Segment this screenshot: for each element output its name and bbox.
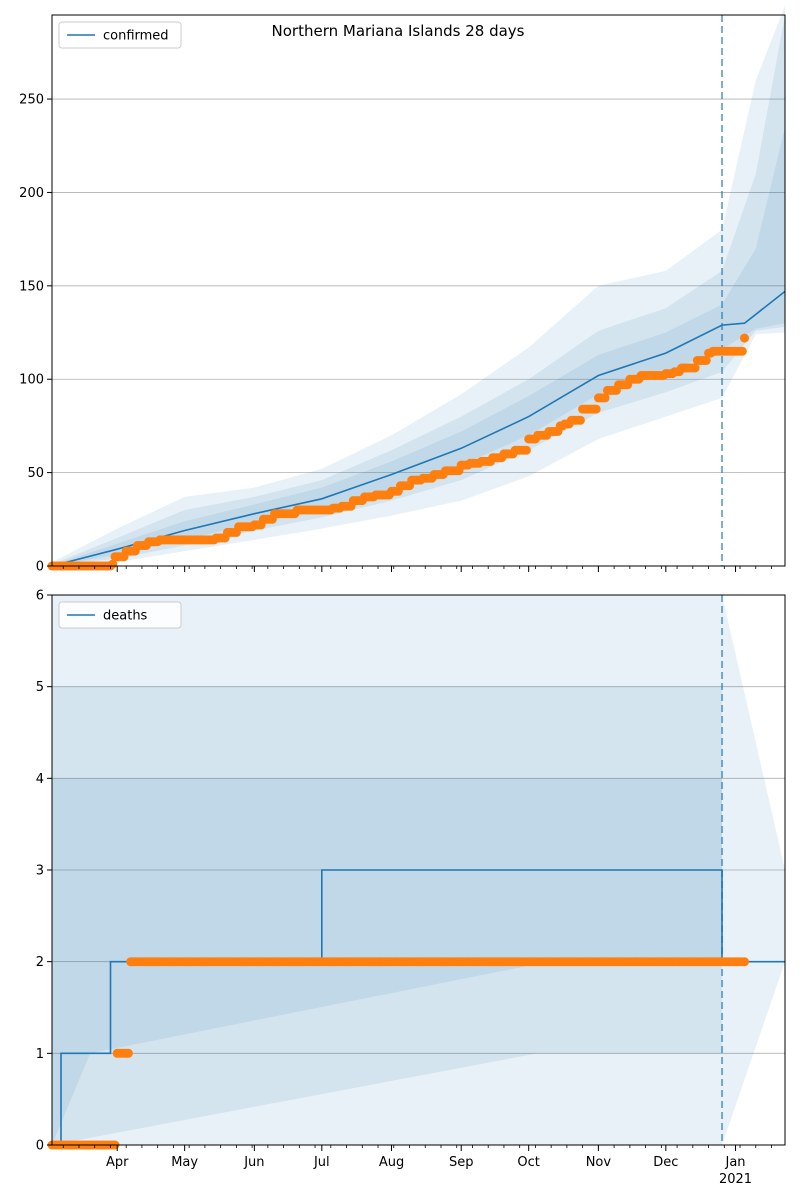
x-tick-label: Sep (449, 1155, 474, 1170)
series-line-confirmed (51, 290, 786, 567)
legend: deaths (58, 601, 182, 629)
y-tick-label: 5 (36, 680, 44, 695)
uncertainty-band (52, 5, 785, 566)
legend: confirmed (58, 21, 182, 49)
observed-points (47, 333, 749, 571)
y-tick-label: 2 (36, 955, 44, 970)
x-tick-label: Dec (653, 1155, 678, 1170)
x-year-label: 2021 (719, 1172, 752, 1187)
observed-point (701, 356, 711, 365)
x-tick-label: Nov (586, 1155, 612, 1170)
y-tick-label: 4 (36, 772, 44, 787)
observed-point (740, 957, 749, 967)
x-tick-label: Aug (379, 1155, 404, 1170)
y-tick-label: 150 (19, 279, 44, 294)
y-tick-label: 50 (27, 466, 44, 481)
y-tick-label: 100 (19, 373, 44, 388)
observed-points (47, 957, 749, 1150)
confirmed-panel: 0 50 100 150 200 250 Northern Mariana Islands … (19, 5, 786, 575)
x-tick-label: Jul (313, 1155, 330, 1170)
observed-point (737, 346, 747, 356)
y-tick-label: 6 (36, 589, 44, 604)
legend-box (58, 21, 182, 49)
chart-title: Northern Mariana Islands 28 days (272, 22, 525, 40)
y-tick-label: 1 (36, 1047, 44, 1062)
x-tick-label: Apr (106, 1155, 129, 1170)
x-tick-label: Jun (243, 1155, 264, 1170)
x-tick-label: May (171, 1155, 198, 1170)
y-tick-label: 200 (19, 186, 44, 201)
observed-point (591, 404, 601, 414)
observed-point (123, 1048, 133, 1058)
observed-point (600, 393, 610, 403)
y-tick-label: 0 (36, 1139, 44, 1154)
observed-point (575, 415, 585, 425)
legend-label: confirmed (103, 29, 169, 44)
x-tick-label: Oct (517, 1155, 539, 1170)
uncertainty-band (52, 686, 722, 1145)
y-tick-label: 250 (19, 93, 44, 108)
deaths-panel: 0 1 2 3 4 5 6 Apr May Jun Jul Aug Sep Oct Nov Dec Jan 202… (36, 589, 786, 1187)
observed-point (521, 445, 531, 455)
x-tick-label: Jan (725, 1155, 746, 1170)
legend-box (58, 601, 182, 629)
legend-label: deaths (103, 609, 148, 624)
uncertainty-band (52, 15, 785, 566)
y-tick-label: 3 (36, 864, 44, 879)
axes-frame (51, 14, 786, 567)
observed-point (740, 333, 749, 343)
y-tick-label: 0 (36, 560, 44, 575)
observed-point (690, 363, 700, 373)
